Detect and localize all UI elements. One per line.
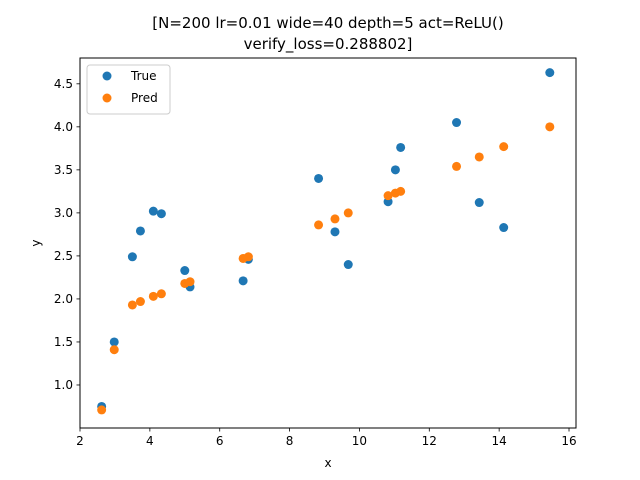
data-point-true — [156, 209, 166, 219]
data-point-true — [330, 227, 340, 237]
data-point-true — [135, 226, 145, 236]
x-tick-label: 4 — [146, 434, 154, 448]
data-point-pred — [474, 152, 484, 162]
data-point-pred — [127, 300, 137, 310]
legend: True Pred — [86, 64, 171, 115]
data-point-pred — [243, 252, 253, 262]
y-tick-label: 3.5 — [54, 163, 73, 177]
data-point-pred — [97, 405, 107, 415]
data-point-true — [452, 118, 462, 128]
data-point-pred — [545, 122, 555, 132]
data-point-pred — [314, 220, 324, 230]
x-tick-label: 8 — [286, 434, 294, 448]
data-point-pred — [396, 186, 406, 196]
data-point-true — [545, 68, 555, 78]
x-tick-label: 2 — [76, 434, 84, 448]
data-points — [97, 68, 555, 415]
legend-label-pred: Pred — [131, 91, 158, 105]
data-point-pred — [156, 289, 166, 299]
y-tick-label: 4.5 — [54, 77, 73, 91]
data-point-true — [127, 252, 137, 262]
legend-label-true: True — [130, 69, 157, 83]
x-tick-label: 12 — [422, 434, 437, 448]
data-point-pred — [185, 277, 195, 287]
y-axis-label: y — [29, 239, 43, 246]
data-point-true — [499, 223, 509, 233]
data-point-pred — [343, 208, 353, 218]
x-axis-label: x — [324, 456, 331, 470]
data-point-true — [343, 260, 353, 270]
data-point-pred — [135, 297, 145, 307]
chart-title-line-2: verify_loss=0.288802] — [244, 35, 413, 54]
x-tick-label: 10 — [352, 434, 367, 448]
data-point-true — [148, 206, 158, 216]
y-tick-label: 1.0 — [54, 378, 73, 392]
plot-frame — [79, 57, 577, 429]
chart-title-line-1: [N=200 lr=0.01 wide=40 depth=5 act=ReLU(… — [152, 14, 503, 32]
x-tick-label: 6 — [216, 434, 224, 448]
data-point-true — [238, 276, 248, 286]
legend-marker-pred — [102, 93, 112, 103]
x-tick-label: 16 — [561, 434, 576, 448]
data-point-true — [474, 198, 484, 208]
legend-box — [86, 64, 171, 115]
data-point-pred — [330, 214, 340, 224]
y-tick-label: 4.0 — [54, 120, 73, 134]
data-point-pred — [109, 345, 119, 355]
data-point-true — [314, 173, 324, 183]
y-tick-label: 1.5 — [54, 335, 73, 349]
legend-marker-true — [102, 71, 112, 81]
data-point-true — [180, 266, 190, 276]
x-tick-label: 14 — [492, 434, 507, 448]
data-point-true — [390, 165, 400, 175]
x-axis-ticks: 2 4 6 8 10 12 14 16 — [76, 428, 577, 448]
data-point-true — [396, 142, 406, 152]
y-tick-label: 2.0 — [54, 292, 73, 306]
y-tick-label: 3.0 — [54, 206, 73, 220]
data-point-pred — [499, 142, 509, 152]
data-point-true — [109, 337, 119, 347]
y-axis-ticks: 1.0 1.5 2.0 2.5 3.0 3.5 4.0 4.5 — [54, 77, 80, 392]
data-point-pred — [383, 191, 393, 201]
data-point-pred — [452, 161, 462, 171]
y-tick-label: 2.5 — [54, 249, 73, 263]
data-point-pred — [148, 291, 158, 301]
